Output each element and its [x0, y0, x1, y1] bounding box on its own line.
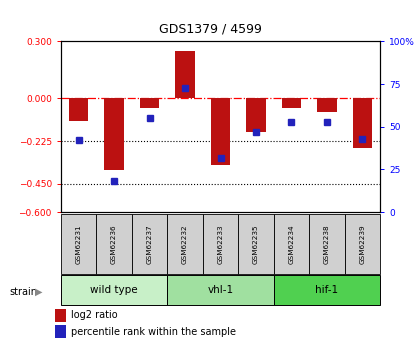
- Text: percentile rank within the sample: percentile rank within the sample: [71, 327, 236, 336]
- Bar: [274, 214, 309, 274]
- Bar: [317, 98, 337, 112]
- Text: GSM62235: GSM62235: [253, 224, 259, 264]
- Text: GSM62231: GSM62231: [76, 224, 81, 264]
- Bar: [309, 214, 345, 274]
- Text: wild type: wild type: [90, 285, 138, 295]
- Bar: [132, 214, 167, 274]
- Bar: [61, 214, 96, 274]
- Bar: [104, 98, 124, 170]
- Text: ▶: ▶: [35, 287, 43, 296]
- Bar: [96, 214, 132, 274]
- Bar: [238, 214, 274, 274]
- Bar: [282, 98, 301, 108]
- Bar: [61, 275, 167, 305]
- Text: GSM62232: GSM62232: [182, 224, 188, 264]
- Text: GSM62233: GSM62233: [218, 224, 223, 264]
- Text: vhl-1: vhl-1: [207, 285, 234, 295]
- Bar: [69, 98, 88, 121]
- Text: log2 ratio: log2 ratio: [71, 310, 117, 320]
- Bar: [167, 275, 274, 305]
- Bar: [203, 214, 238, 274]
- Text: GSM62234: GSM62234: [289, 224, 294, 264]
- Text: strain: strain: [9, 287, 37, 296]
- Text: hif-1: hif-1: [315, 285, 339, 295]
- Bar: [353, 98, 372, 148]
- Bar: [345, 214, 380, 274]
- Text: GSM62238: GSM62238: [324, 224, 330, 264]
- Bar: [246, 98, 266, 132]
- Text: GSM62239: GSM62239: [360, 224, 365, 264]
- Bar: [167, 214, 203, 274]
- Text: GSM62236: GSM62236: [111, 224, 117, 264]
- Bar: [211, 98, 230, 165]
- Bar: [140, 98, 159, 108]
- Text: GDS1379 / 4599: GDS1379 / 4599: [159, 22, 261, 36]
- Text: GSM62237: GSM62237: [147, 224, 152, 264]
- Bar: [274, 275, 380, 305]
- Bar: [175, 51, 195, 98]
